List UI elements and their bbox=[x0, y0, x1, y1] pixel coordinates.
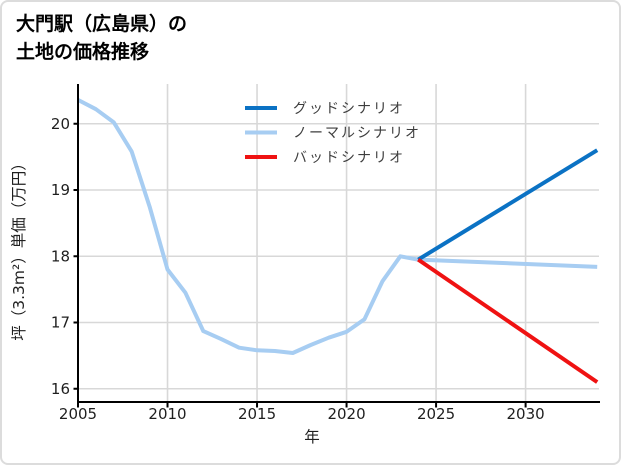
legend-label-normal: ノーマルシナリオ bbox=[293, 126, 421, 142]
y-tick-label: 19 bbox=[51, 181, 70, 199]
x-tick-label: 2030 bbox=[507, 405, 545, 423]
series-normal-line bbox=[77, 98, 598, 355]
x-axis-label: 年 bbox=[304, 428, 320, 446]
x-tick-label: 2025 bbox=[417, 405, 455, 423]
y-tick-label: 16 bbox=[51, 380, 70, 398]
chart-title: 大門駅（広島県）の 土地の価格推移 bbox=[16, 10, 187, 66]
y-tick-label: 20 bbox=[51, 115, 70, 133]
legend-label-good: グッドシナリオ bbox=[293, 101, 405, 117]
y-tick-label: 17 bbox=[51, 314, 70, 332]
series-good-line bbox=[417, 148, 599, 262]
y-tick-label: 18 bbox=[51, 247, 70, 265]
y-axis-label: 坪（3.3m²）単価（万円） bbox=[10, 155, 28, 340]
x-tick-label: 2005 bbox=[59, 405, 97, 423]
chart-title-line1: 大門駅（広島県）の bbox=[16, 13, 188, 35]
x-tick-label: 2015 bbox=[238, 405, 276, 423]
x-tick-label: 2010 bbox=[148, 405, 186, 423]
legend-label-bad: バッドシナリオ bbox=[293, 150, 405, 166]
series-bad-line bbox=[417, 257, 599, 384]
x-tick-label: 2020 bbox=[327, 405, 365, 423]
chart-title-line2: 土地の価格推移 bbox=[16, 41, 150, 63]
